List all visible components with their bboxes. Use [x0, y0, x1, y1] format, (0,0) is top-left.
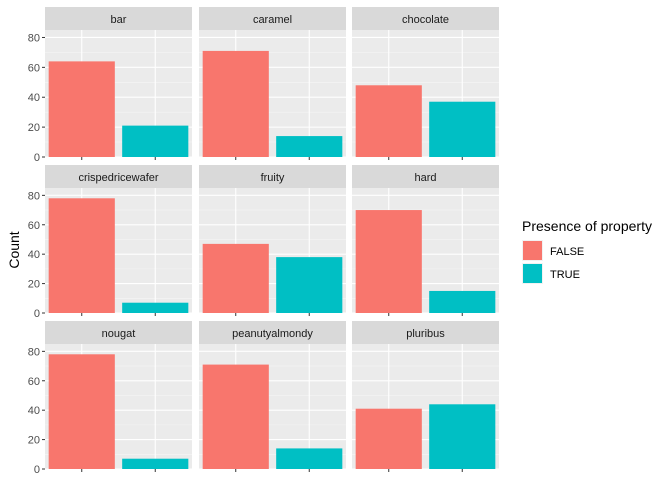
y-tick-label: 80 [28, 190, 40, 202]
facet-panel-hard: hard [352, 165, 499, 316]
y-tick-label: 0 [34, 152, 40, 164]
y-tick-label: 40 [28, 92, 40, 104]
bar-peanutyalmondy-true [276, 448, 343, 469]
bar-pluribus-false [355, 408, 422, 469]
facet-panel-nougat: nougat 0 20 40 60 80 [28, 321, 192, 476]
bar-bar-true [122, 125, 189, 157]
facet-strip-label: peanutyalmondy [232, 328, 313, 340]
facet-strip-label: chocolate [402, 14, 449, 26]
facet-strip [45, 321, 192, 344]
facet-strip-label: bar [111, 14, 127, 26]
bar-crispedricewafer-true [122, 302, 189, 313]
facet-strip-label: hard [414, 172, 436, 184]
legend-title: Presence of property [522, 218, 652, 234]
facet-panel-crispedricewafer: crispedricewafer 0 20 40 60 80 [28, 165, 192, 320]
bar-hard-false [355, 210, 422, 313]
y-tick-label: 80 [28, 346, 40, 358]
bar-caramel-false [202, 50, 269, 157]
legend: Presence of property FALSE TRUE [522, 218, 652, 284]
bar-nougat-false [48, 354, 115, 469]
y-tick-label: 20 [28, 279, 40, 291]
bar-hard-true [429, 290, 496, 313]
bar-pluribus-true [429, 404, 496, 469]
bar-fruity-true [276, 257, 343, 313]
facet-strip [199, 165, 346, 188]
y-tick-label: 40 [28, 405, 40, 417]
bar-fruity-false [202, 243, 269, 313]
facet-panels: bar 0 20 40 60 80 caramel chocolate crispedricew… [28, 7, 499, 476]
legend-label-false: FALSE [550, 246, 584, 258]
y-axis-title: Count [6, 231, 22, 268]
y-tick-label: 0 [34, 464, 40, 476]
y-tick-label: 40 [28, 249, 40, 261]
y-tick-label: 20 [28, 122, 40, 134]
facet-strip [45, 7, 192, 30]
bar-caramel-true [276, 136, 343, 157]
y-tick-label: 60 [28, 220, 40, 232]
facet-strip-label: caramel [253, 14, 292, 26]
bar-chocolate-false [355, 85, 422, 157]
facet-panel-chocolate: chocolate [352, 7, 499, 160]
bar-crispedricewafer-false [48, 198, 115, 313]
y-tick-label: 0 [34, 308, 40, 320]
facet-strip-label: pluribus [406, 328, 445, 340]
facet-strip [352, 321, 499, 344]
y-tick-label: 60 [28, 376, 40, 388]
bar-peanutyalmondy-false [202, 364, 269, 469]
facet-strip [199, 321, 346, 344]
facet-strip [352, 165, 499, 188]
legend-key-true [523, 264, 542, 283]
facet-strip-label: fruity [261, 172, 285, 184]
legend-label-true: TRUE [550, 269, 580, 281]
facet-panel-bar: bar 0 20 40 60 80 [28, 7, 192, 164]
bar-bar-false [48, 61, 115, 158]
facet-panel-pluribus: pluribus [352, 321, 499, 472]
facet-strip [199, 7, 346, 30]
facet-strip [45, 165, 192, 188]
facet-panel-peanutyalmondy: peanutyalmondy [199, 321, 346, 472]
bar-chocolate-true [429, 101, 496, 157]
y-tick-label: 80 [28, 32, 40, 44]
facet-strip-label: crispedricewafer [78, 172, 158, 184]
legend-key-false [523, 241, 542, 260]
facet-strip-label: nougat [102, 328, 136, 340]
bar-nougat-true [122, 458, 189, 469]
y-tick-label: 60 [28, 62, 40, 74]
facet-strip [352, 7, 499, 30]
facet-panel-caramel: caramel [199, 7, 346, 160]
facet-panel-fruity: fruity [199, 165, 346, 316]
y-tick-label: 20 [28, 435, 40, 447]
